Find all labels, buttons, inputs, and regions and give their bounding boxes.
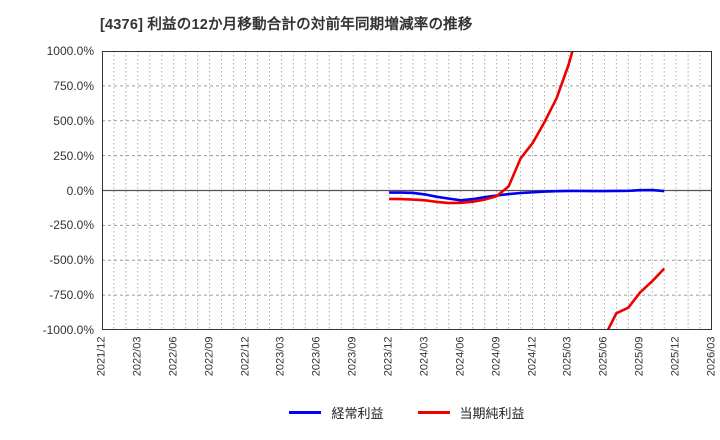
y-tick-label: 250.0% — [53, 148, 94, 163]
legend-label: 当期純利益 — [459, 406, 525, 421]
series-line-1 — [389, 51, 666, 330]
legend-line-red-icon — [417, 411, 450, 414]
y-tick-label: 500.0% — [53, 113, 94, 128]
grid-vertical — [113, 51, 701, 330]
x-tick-label: 2025/06 — [597, 336, 610, 377]
x-tick-label: 2022/06 — [167, 336, 180, 377]
x-tick-label: 2025/12 — [669, 336, 682, 377]
x-tick-label: 2022/09 — [203, 336, 216, 377]
y-tick-label: 1000.0% — [46, 44, 94, 58]
x-tick-label: 2026/03 — [705, 336, 718, 377]
y-tick-label: 750.0% — [53, 78, 94, 93]
x-tick-label: 2024/12 — [526, 336, 539, 377]
x-tick-label: 2021/12 — [95, 336, 108, 377]
x-tick-label: 2023/06 — [310, 336, 323, 377]
legend-item-ordinary-profit: 経常利益 — [289, 403, 384, 422]
x-tick-label: 2022/03 — [131, 336, 144, 377]
x-tick-label: 2025/03 — [561, 336, 574, 377]
legend-label: 経常利益 — [331, 406, 384, 421]
y-tick-label: -1000.0% — [42, 323, 94, 337]
x-tick-label: 2024/03 — [418, 336, 431, 377]
x-tick-label: 2024/06 — [454, 336, 467, 377]
series-line-0 — [389, 188, 665, 202]
y-tick-label: 0.0% — [66, 183, 94, 198]
chart-title: [4376] 利益の12か月移動合計の対前年同期増減率の推移 — [100, 17, 473, 33]
x-tick-label: 2023/12 — [382, 336, 395, 377]
y-tick-label: -250.0% — [49, 218, 94, 233]
legend: 経常利益 当期純利益 — [102, 403, 712, 422]
x-tick-label: 2024/09 — [490, 336, 503, 377]
x-tick-label: 2025/09 — [633, 336, 646, 377]
x-tick-label: 2022/12 — [239, 336, 252, 377]
x-tick-label: 2023/03 — [274, 336, 287, 377]
plot-area — [102, 51, 712, 330]
x-tick-label: 2023/09 — [346, 336, 359, 377]
legend-line-blue-icon — [289, 411, 322, 414]
y-tick-label: -500.0% — [49, 253, 94, 268]
plot-border — [102, 51, 712, 330]
y-tick-label: -750.0% — [49, 288, 94, 303]
legend-item-net-income: 当期純利益 — [417, 403, 525, 422]
